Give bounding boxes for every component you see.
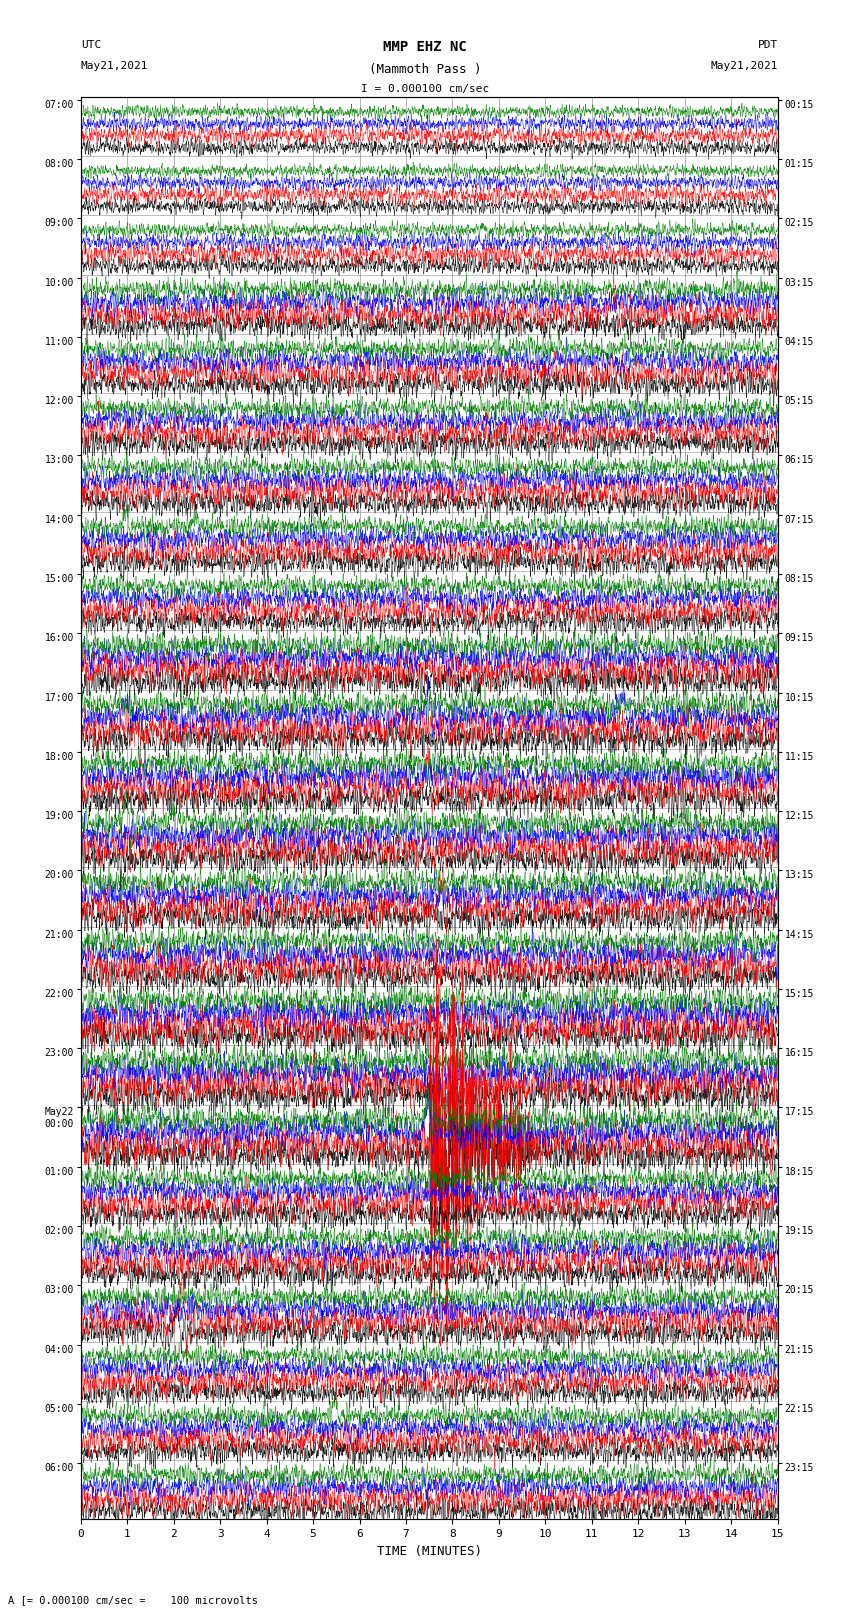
- Text: MMP EHZ NC: MMP EHZ NC: [383, 40, 467, 55]
- Text: May21,2021: May21,2021: [81, 61, 148, 71]
- Text: May21,2021: May21,2021: [711, 61, 778, 71]
- Text: UTC: UTC: [81, 40, 101, 50]
- Text: PDT: PDT: [757, 40, 778, 50]
- X-axis label: TIME (MINUTES): TIME (MINUTES): [377, 1545, 482, 1558]
- Text: (Mammoth Pass ): (Mammoth Pass ): [369, 63, 481, 76]
- Text: I = 0.000100 cm/sec: I = 0.000100 cm/sec: [361, 84, 489, 94]
- Text: A [= 0.000100 cm/sec =    100 microvolts: A [= 0.000100 cm/sec = 100 microvolts: [8, 1595, 258, 1605]
